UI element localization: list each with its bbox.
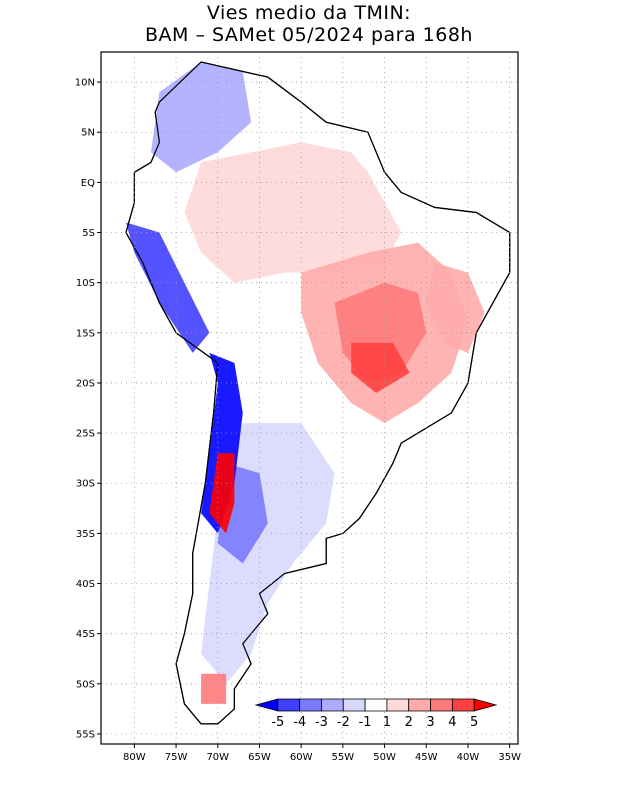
colorbar-segment bbox=[430, 698, 453, 712]
colorbar-label: 3 bbox=[426, 715, 434, 730]
colorbar-segment bbox=[364, 698, 388, 712]
region-patagonia-red bbox=[201, 673, 227, 704]
lat-tick-label: 5S bbox=[82, 228, 95, 239]
colorbar-segment bbox=[386, 698, 410, 712]
lon-tick-label: 40W bbox=[457, 752, 480, 763]
lon-tick-label: 65W bbox=[248, 752, 271, 763]
lat-tick-label: 40S bbox=[76, 579, 95, 590]
map-title-line-1: Vies medio da TMIN: bbox=[206, 2, 412, 24]
lat-tick-label: 5N bbox=[81, 128, 95, 139]
lat-tick-label: 30S bbox=[76, 479, 95, 490]
colorbar-segment bbox=[299, 698, 322, 712]
colorbar-label: 4 bbox=[448, 715, 456, 730]
colorbar-segment bbox=[342, 698, 366, 712]
colorbar-label: -5 bbox=[271, 715, 284, 730]
lon-tick-label: 35W bbox=[498, 752, 521, 763]
colorbar-label: -2 bbox=[337, 715, 350, 730]
region-east-brazil bbox=[426, 262, 485, 353]
map-frame bbox=[100, 51, 519, 745]
lat-tick-label: 10S bbox=[76, 278, 95, 289]
colorbar-segment bbox=[254, 698, 279, 712]
lat-tick-label: EQ bbox=[81, 178, 95, 189]
region-amazon bbox=[184, 142, 402, 283]
axis-ticks: 10N 5N EQ 5S 10S 15S 20S 25S 30S 35S 40S 45S 50S 55S 8… bbox=[75, 78, 521, 763]
colorbar-segment bbox=[408, 698, 431, 712]
lon-tick-label: 75W bbox=[165, 752, 188, 763]
continent-layer bbox=[125, 61, 511, 725]
lat-tick-label: 20S bbox=[76, 378, 95, 389]
colorbar-label: 1 bbox=[383, 715, 391, 730]
map-title-line-2: BAM – SAMet 05/2024 para 168h bbox=[145, 24, 473, 46]
lon-tick-label: 70W bbox=[206, 752, 229, 763]
colorbar-label: 5 bbox=[470, 715, 478, 730]
colorbar-label: -3 bbox=[315, 715, 328, 730]
lat-tick-label: 50S bbox=[76, 679, 95, 690]
colorbar-segment bbox=[321, 698, 344, 712]
coastline bbox=[125, 61, 511, 725]
region-peru-coast bbox=[126, 222, 210, 353]
lat-tick-label: 15S bbox=[76, 328, 95, 339]
region-andes-red bbox=[209, 453, 235, 534]
lon-tick-label: 80W bbox=[123, 752, 146, 763]
lat-tick-label: 55S bbox=[76, 729, 95, 740]
lon-tick-label: 50W bbox=[373, 752, 396, 763]
colorbar-segment bbox=[473, 698, 498, 712]
lat-tick-label: 10N bbox=[75, 78, 95, 89]
lon-tick-label: 55W bbox=[332, 752, 355, 763]
region-goias-core bbox=[351, 342, 410, 393]
colorbar-label: -4 bbox=[293, 715, 306, 730]
bias-regions bbox=[126, 62, 485, 704]
lat-tick-label: 25S bbox=[76, 429, 95, 440]
colorbar-segment bbox=[451, 698, 475, 712]
lat-tick-label: 35S bbox=[76, 529, 95, 540]
colorbar-segment bbox=[277, 698, 301, 712]
colorbar-label: -1 bbox=[359, 715, 372, 730]
colorbar: -5 -4 -3 -2 -1 1 2 3 4 5 bbox=[254, 698, 498, 730]
lon-tick-label: 60W bbox=[290, 752, 313, 763]
lon-tick-label: 45W bbox=[415, 752, 438, 763]
lat-tick-label: 45S bbox=[76, 629, 95, 640]
colorbar-label: 2 bbox=[405, 715, 413, 730]
graticule bbox=[101, 52, 518, 744]
region-colombia bbox=[151, 62, 252, 173]
